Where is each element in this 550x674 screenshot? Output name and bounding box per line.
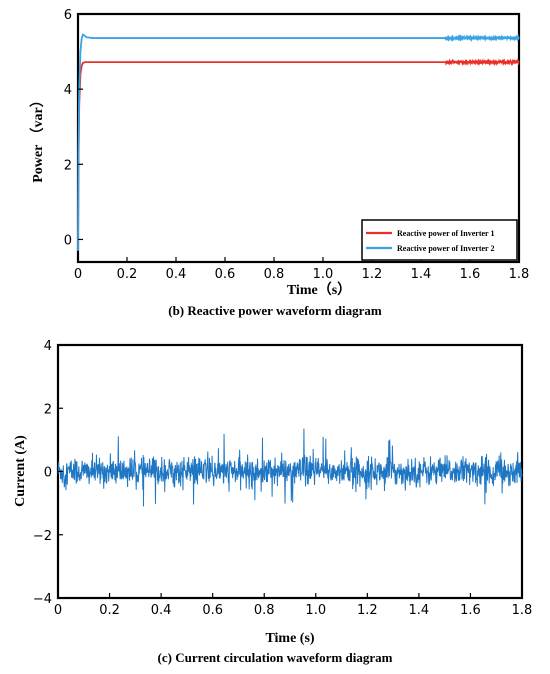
x-tick-label: 0.8	[264, 267, 285, 282]
x-tick-label: 1.4	[411, 267, 432, 282]
x-tick-label: 0.8	[254, 603, 275, 618]
x-axis-label: Time (s)	[265, 631, 314, 646]
y-tick-label: 4	[64, 83, 72, 98]
y-tick-label: −4	[33, 592, 52, 607]
x-tick-label: 0.4	[166, 267, 187, 282]
tick-group: 0 0.2 0.4 0.6 0.8 1.0 1.2 1.4 1.6 1.8 4 2 0 −2 −4	[33, 339, 533, 618]
x-tick-label: 0.6	[215, 267, 236, 282]
series-group	[77, 33, 520, 251]
x-tick-label: 1.8	[512, 603, 533, 618]
caption-b: (b) Reactive power waveform diagram	[168, 303, 382, 318]
legend-label-inverter-1: Reactive power of Inverter 1	[397, 229, 494, 238]
x-tick-label: 1.8	[509, 267, 530, 282]
x-tick-label: 0	[74, 267, 82, 282]
series-line-inverter-2	[77, 33, 520, 251]
y-tick-label: 6	[64, 8, 72, 23]
x-tick-label: 1.0	[305, 603, 326, 618]
x-tick-label: 0.6	[202, 603, 223, 618]
x-tick-label: 0	[54, 603, 62, 618]
x-tick-label: 1.2	[357, 603, 378, 618]
y-tick-label: 0	[44, 466, 52, 481]
x-tick-label: 0.2	[99, 603, 120, 618]
x-tick-label: 1.6	[460, 603, 481, 618]
x-tick-label: 1.6	[460, 267, 481, 282]
y-tick-label: −2	[33, 529, 52, 544]
y-axis-label: Current (A)	[13, 435, 28, 507]
legend-label-inverter-2: Reactive power of Inverter 2	[397, 244, 494, 253]
reactive-power-chart: 0 0.2 0.4 0.6 0.8 1.0 1.2 1.4 1.6 1.8 0 2 4 6 Time（s）…	[30, 8, 529, 318]
series-group	[57, 428, 523, 507]
x-tick-label: 1.4	[409, 603, 430, 618]
y-tick-label: 2	[44, 402, 52, 417]
y-tick-label: 2	[64, 158, 72, 173]
x-tick-label: 1.2	[362, 267, 383, 282]
x-tick-label: 1.0	[313, 267, 334, 282]
y-axis-label: Power （var）	[30, 93, 46, 183]
caption-c: (c) Current circulation waveform diagram	[158, 650, 393, 665]
x-tick-label: 0.4	[151, 603, 172, 618]
x-axis-label: Time（s）	[287, 282, 351, 298]
y-tick-label: 4	[44, 339, 52, 354]
series-line-inverter-1	[77, 58, 520, 251]
series-line-current	[57, 428, 523, 507]
legend: Reactive power of Inverter 1 Reactive po…	[361, 219, 518, 261]
y-tick-label: 0	[64, 233, 72, 248]
x-tick-label: 0.2	[117, 267, 138, 282]
current-circulation-chart: 0 0.2 0.4 0.6 0.8 1.0 1.2 1.4 1.6 1.8 4 2 0 −2 −4 Time…	[13, 339, 532, 665]
legend-box	[361, 219, 518, 261]
